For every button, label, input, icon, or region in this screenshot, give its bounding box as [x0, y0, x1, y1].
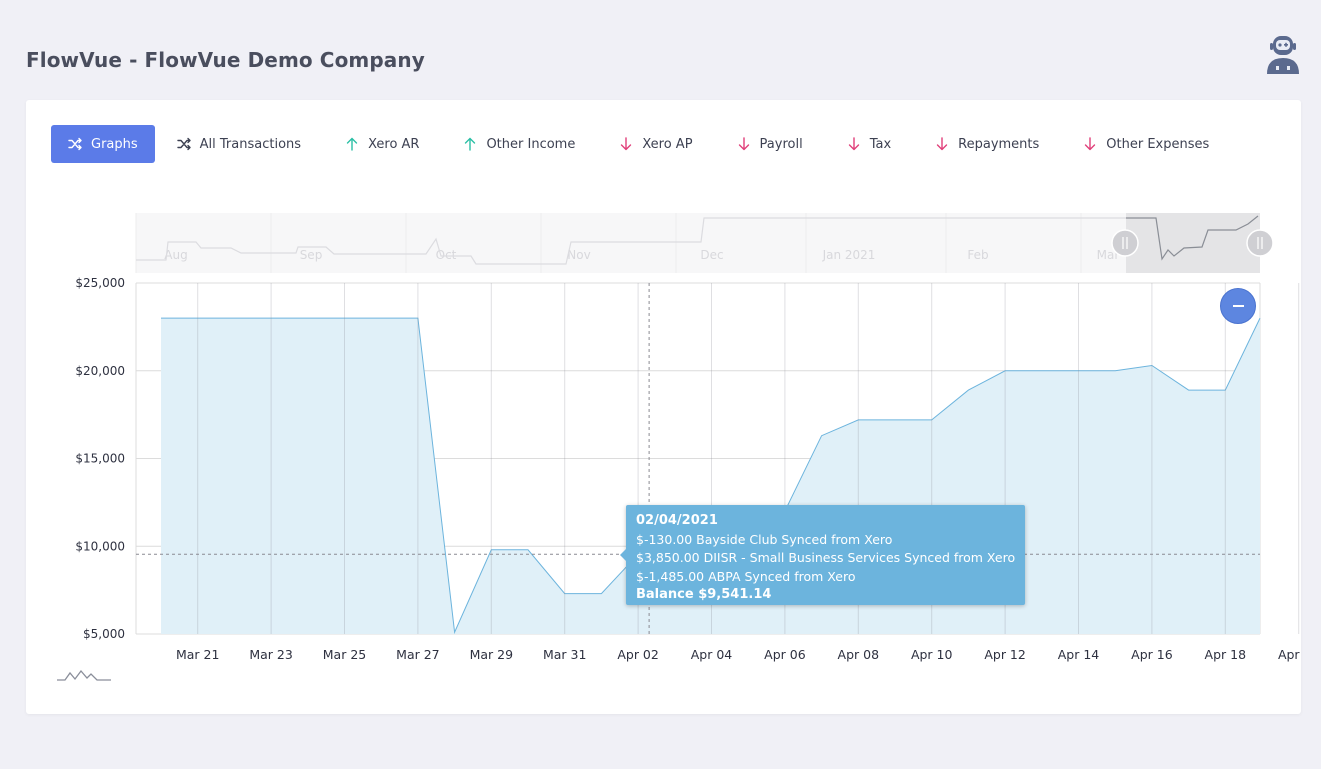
tab-label: Repayments	[958, 136, 1040, 152]
x-tick-label: Mar 21	[176, 647, 219, 662]
tab-label: Tax	[869, 136, 892, 152]
x-tick-label: Mar 25	[323, 647, 366, 662]
content-card: Graphs All Transactions Xero AR Other Incom…	[26, 100, 1301, 714]
tooltip-transaction: $-130.00 Bayside Club Synced from Xero	[636, 531, 893, 547]
x-tick-label: Mar 31	[543, 647, 586, 662]
y-tick-label: $20,000	[75, 364, 125, 378]
arrow-down-icon	[621, 137, 632, 151]
navigator-label: Oct	[436, 248, 457, 262]
navigator-handle-knob	[1111, 229, 1139, 257]
navigator-handle-knob	[1246, 229, 1274, 257]
shuffle-icon	[176, 137, 191, 151]
navigator-selected-range	[1126, 213, 1260, 273]
tab-bar: Graphs All Transactions Xero AR Other Incom…	[51, 125, 1231, 163]
x-tick-label: Apr 20	[1278, 647, 1301, 662]
x-tick-label: Apr 10	[911, 647, 953, 662]
tab-label: Xero AR	[368, 136, 420, 152]
tab-other-income[interactable]: Other Income	[441, 125, 597, 163]
x-tick-label: Mar 23	[249, 647, 292, 662]
tab-xero-ap[interactable]: Xero AP	[597, 125, 714, 163]
x-tick-label: Apr 16	[1131, 647, 1173, 662]
tab-xero-ar[interactable]: Xero AR	[323, 125, 441, 163]
tab-other-expenses[interactable]: Other Expenses	[1061, 125, 1231, 163]
navigator-label: Mar	[1097, 248, 1120, 262]
arrow-up-icon	[465, 137, 476, 151]
x-tick-label: Apr 12	[984, 647, 1026, 662]
arrow-down-icon	[936, 137, 948, 151]
navigator-label: Jan 2021	[822, 248, 876, 262]
x-tick-label: Mar 27	[396, 647, 439, 662]
arrow-down-icon	[738, 137, 749, 151]
navigator-series	[136, 217, 1126, 265]
page-title: FlowVue - FlowVue Demo Company	[26, 48, 425, 72]
navigator-handle[interactable]	[1246, 229, 1274, 257]
chart-tooltip: 02/04/2021 $-130.00 Bayside Club Synced …	[620, 505, 1025, 605]
navigator-label: Dec	[700, 248, 723, 262]
tab-label: Xero AP	[642, 136, 693, 152]
navigator-label: Feb	[967, 248, 988, 262]
tab-all-transactions[interactable]: All Transactions	[155, 125, 323, 163]
x-tick-label: Apr 04	[691, 647, 733, 662]
tab-tax[interactable]: Tax	[825, 125, 913, 163]
tab-repayments[interactable]: Repayments	[913, 125, 1061, 163]
tab-label: All Transactions	[199, 136, 302, 152]
tab-payroll[interactable]: Payroll	[715, 125, 825, 163]
x-tick-label: Apr 02	[617, 647, 659, 662]
tab-label: Other Expenses	[1106, 136, 1210, 152]
tab-graphs[interactable]: Graphs	[51, 125, 155, 163]
y-tick-label: $10,000	[75, 539, 125, 553]
shuffle-icon	[68, 137, 82, 151]
tooltip-balance: Balance $9,541.14	[636, 587, 772, 602]
navigator-label: Aug	[164, 248, 187, 262]
x-tick-label: Apr 08	[838, 647, 880, 662]
balance-line	[161, 317, 1261, 635]
tooltip-date: 02/04/2021	[636, 513, 718, 528]
balance-chart[interactable]: Aug Sep Oct Nov Dec Jan 2021 Feb Mar $25,000 $20,…	[26, 100, 1301, 714]
y-tick-label: $5,000	[83, 627, 125, 641]
sparkline-icon[interactable]	[57, 668, 113, 682]
tooltip-transaction: $3,850.00 DIISR - Small Business Service…	[636, 550, 1016, 565]
arrow-down-icon	[848, 137, 859, 151]
x-tick-label: Apr 14	[1058, 647, 1100, 662]
navigator-selected-series	[1126, 215, 1259, 261]
minimize-chart-button[interactable]	[1220, 288, 1256, 324]
navigator-label: Nov	[567, 248, 590, 262]
navigator-background	[136, 213, 1260, 273]
tab-label: Other Income	[486, 136, 576, 152]
x-tick-label: Apr 18	[1205, 647, 1247, 662]
tooltip-transaction: $-1,485.00 ABPA Synced from Xero	[636, 568, 856, 584]
y-tick-label: $15,000	[75, 452, 125, 466]
robot-avatar-icon[interactable]	[1262, 34, 1304, 76]
range-navigator: Aug Sep Oct Nov Dec Jan 2021 Feb Mar	[135, 213, 1274, 273]
navigator-label: Sep	[300, 248, 323, 262]
y-tick-label: $25,000	[75, 276, 125, 290]
x-tick-label: Mar 29	[470, 647, 514, 662]
navigator-handle[interactable]	[1111, 229, 1139, 257]
x-tick-label: Apr 06	[764, 647, 806, 662]
arrow-up-icon	[346, 137, 358, 151]
tab-label: Payroll	[759, 136, 803, 152]
tab-label: Graphs	[91, 136, 138, 152]
arrow-down-icon	[1085, 137, 1096, 151]
